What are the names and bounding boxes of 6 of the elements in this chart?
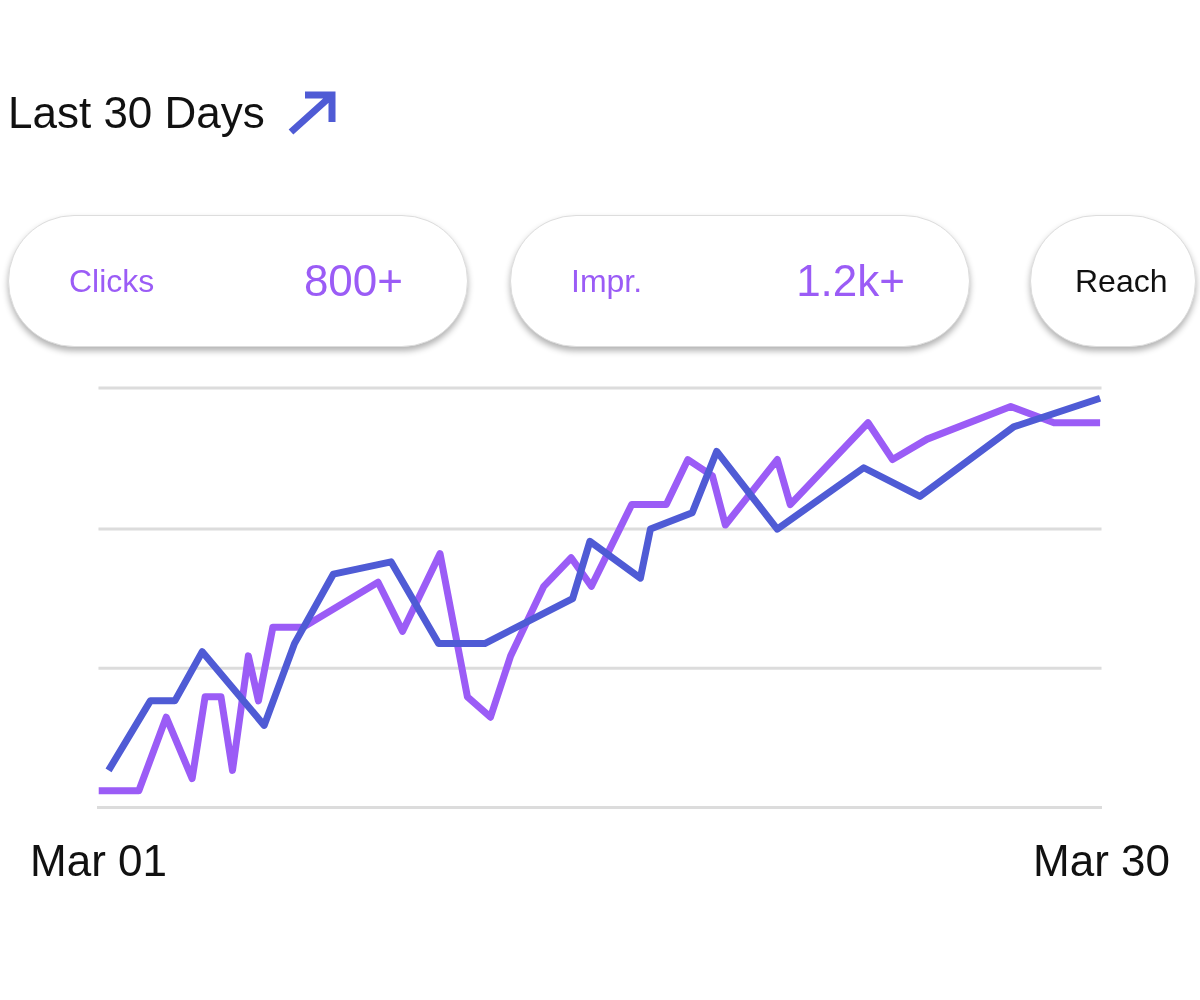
x-tick-label: Mar 30 xyxy=(1033,835,1171,885)
stat-card: Reach xyxy=(1030,215,1196,347)
stat-card: Impr. 1.2k+ xyxy=(510,215,970,347)
stat-card: Clicks 800+ xyxy=(8,215,468,347)
x-tick-label: Mar 01 xyxy=(29,835,167,885)
chart-title: Last 30 Days xyxy=(8,88,265,138)
